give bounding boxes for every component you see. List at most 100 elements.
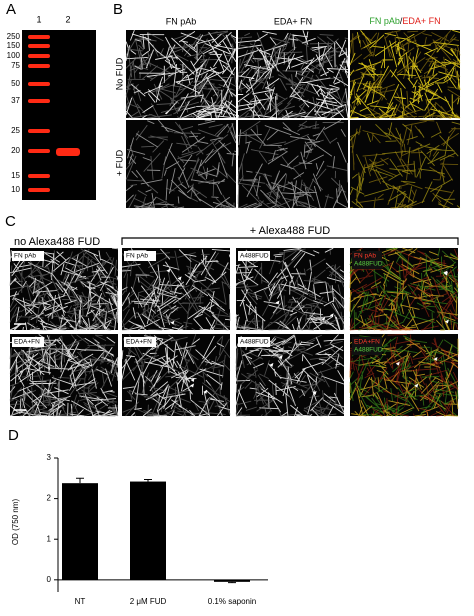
inset-label-box bbox=[12, 251, 44, 261]
lane-label: 1 bbox=[36, 14, 41, 24]
inset-label: A488FUD bbox=[240, 339, 269, 346]
micrograph-texture bbox=[125, 121, 237, 209]
arrowhead bbox=[278, 354, 283, 359]
y-tick-label: 1 bbox=[47, 534, 52, 543]
marker-band bbox=[28, 82, 50, 86]
marker-band bbox=[28, 35, 50, 39]
sample-band bbox=[56, 148, 80, 156]
marker-label: 20 bbox=[11, 146, 20, 155]
arrowhead bbox=[414, 383, 419, 388]
panel-label: A bbox=[6, 1, 16, 18]
arrowhead bbox=[321, 317, 326, 322]
bar bbox=[62, 483, 98, 580]
arrowhead bbox=[395, 361, 400, 366]
inset-label: FN pAb bbox=[354, 253, 376, 260]
marker-band bbox=[28, 99, 50, 103]
panel-label: B bbox=[113, 1, 123, 18]
micrograph-texture bbox=[349, 247, 459, 331]
inset-label: EDA+FN bbox=[354, 339, 380, 346]
micrograph-texture bbox=[121, 335, 231, 417]
inset-label-box bbox=[238, 251, 270, 261]
error-bar bbox=[76, 477, 84, 484]
marker-band bbox=[28, 129, 50, 133]
arrowhead bbox=[312, 390, 317, 395]
arrowhead bbox=[203, 389, 208, 394]
marker-band bbox=[28, 44, 50, 48]
marker-band bbox=[28, 64, 50, 68]
bar bbox=[214, 579, 250, 582]
marker-label: 75 bbox=[11, 61, 20, 70]
micrograph-texture bbox=[9, 334, 119, 417]
row-label: No FUD bbox=[114, 57, 124, 90]
marker-label: 37 bbox=[11, 96, 20, 105]
marker-band bbox=[28, 174, 50, 178]
inset-label: A488FUD bbox=[240, 253, 269, 260]
gel bbox=[22, 30, 96, 200]
micrograph-texture bbox=[9, 248, 119, 331]
column-header: FN pAb/EDA+ FN bbox=[369, 16, 440, 26]
arrowhead bbox=[170, 320, 175, 325]
x-tick-label: 2 μM FUD bbox=[130, 597, 167, 606]
arrowhead bbox=[190, 377, 195, 382]
inset-label-box bbox=[238, 337, 270, 347]
error-bar bbox=[144, 479, 152, 482]
error-bar bbox=[228, 581, 236, 584]
column-header: EDA+ FN bbox=[274, 16, 312, 26]
marker-label: 50 bbox=[11, 79, 20, 88]
inset-label: A488FUD bbox=[354, 347, 383, 354]
inset-label: FN pAb bbox=[126, 253, 148, 260]
micrograph-texture bbox=[125, 30, 237, 119]
micrograph-texture bbox=[235, 334, 345, 417]
inset-label-box bbox=[12, 337, 44, 347]
micrograph-texture bbox=[349, 29, 461, 119]
group-label: no Alexa488 FUD bbox=[14, 236, 100, 248]
marker-label: 250 bbox=[7, 32, 21, 41]
micrograph bbox=[126, 120, 236, 208]
panel-label: D bbox=[8, 427, 19, 444]
group-label: + Alexa488 FUD bbox=[250, 225, 330, 237]
micrograph-texture bbox=[235, 334, 345, 417]
micrograph-texture bbox=[237, 120, 349, 209]
micrograph-texture bbox=[237, 32, 349, 119]
inset-label-box bbox=[124, 337, 156, 347]
inset-label-box bbox=[352, 251, 382, 269]
bar bbox=[130, 481, 166, 580]
merge-green: FN pAb bbox=[369, 16, 400, 26]
marker-label: 100 bbox=[7, 51, 21, 60]
inset-label-box bbox=[124, 251, 156, 261]
inset-label: EDA+FN bbox=[14, 339, 40, 346]
arrowhead bbox=[190, 383, 195, 388]
row-label: + FUD bbox=[114, 149, 124, 176]
merge-separator: / bbox=[400, 16, 403, 26]
merge-red: EDA+ FN bbox=[402, 16, 440, 26]
inset-label: FN pAb bbox=[14, 253, 36, 260]
x-tick-label: 0.1% saponin bbox=[208, 597, 256, 606]
column-header: FN pAb bbox=[166, 16, 197, 26]
micrograph-texture bbox=[121, 250, 231, 331]
marker-label: 15 bbox=[11, 171, 20, 180]
micrograph-texture bbox=[121, 333, 231, 417]
marker-band bbox=[28, 54, 50, 58]
x-tick-label: NT bbox=[75, 597, 86, 606]
micrograph-texture bbox=[121, 248, 231, 331]
arrowhead bbox=[275, 300, 280, 305]
inset-label: A488FUD bbox=[354, 261, 383, 268]
arrowhead bbox=[444, 319, 449, 324]
micrograph-texture bbox=[349, 119, 461, 209]
inset-label: EDA+FN bbox=[126, 339, 152, 346]
marker-band bbox=[28, 149, 50, 153]
y-tick-label: 3 bbox=[47, 453, 52, 462]
y-tick-label: 0 bbox=[47, 575, 52, 584]
marker-band bbox=[28, 188, 50, 192]
y-axis-label: OD (750 nm) bbox=[11, 499, 20, 546]
marker-label: 10 bbox=[11, 185, 20, 194]
y-tick-label: 2 bbox=[47, 494, 52, 503]
group-bracket bbox=[121, 237, 459, 245]
lane-label: 2 bbox=[65, 14, 70, 24]
arrowhead bbox=[443, 270, 448, 275]
panel-label: C bbox=[5, 213, 16, 230]
inset-label-box bbox=[352, 337, 382, 355]
arrowhead bbox=[177, 276, 182, 281]
arrowhead bbox=[329, 313, 334, 318]
